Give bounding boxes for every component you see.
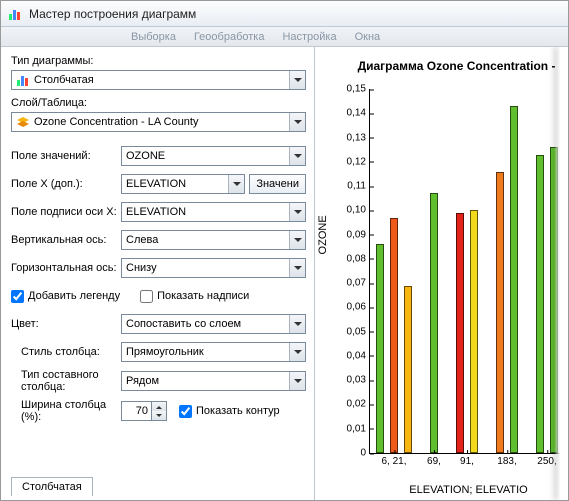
layer-table-combo[interactable]: Ozone Concentration - LA County [11, 112, 306, 132]
bar-style-label: Стиль столбца: [21, 346, 121, 358]
chevron-down-icon [289, 259, 305, 277]
torn-edge [554, 47, 568, 500]
y-tick: 0,05 [347, 326, 370, 337]
bar [404, 286, 412, 453]
chart-title: Диаграмма Ozone Concentration - [345, 59, 568, 73]
bar-chart-icon [16, 73, 30, 87]
chart-preview: Диаграмма Ozone Concentration - OZONE EL… [315, 47, 568, 500]
add-legend-checkbox[interactable]: Добавить легенду [11, 290, 120, 303]
layer-icon [16, 115, 30, 129]
y-tick: 0,03 [347, 375, 370, 386]
value-field-value: OZONE [126, 150, 165, 162]
x-tick: 91, [460, 453, 474, 467]
bar [510, 106, 518, 453]
window-title: Мастер построения диаграмм [29, 7, 196, 21]
x-tick: 6, 21, [381, 453, 406, 467]
bar [376, 244, 384, 453]
show-outline-checkbox[interactable]: Показать контур [179, 405, 280, 418]
show-labels-checkbox[interactable]: Показать надписи [140, 290, 249, 303]
y-tick: 0,14 [347, 108, 370, 119]
horiz-axis-combo[interactable]: Снизу [121, 258, 306, 278]
x-field-label: Поле X (доп.): [11, 178, 121, 190]
menu-item[interactable]: Настройка [282, 31, 336, 43]
bar [536, 155, 544, 453]
chevron-down-icon [289, 203, 305, 221]
vert-axis-label: Вертикальная ось: [11, 234, 121, 246]
layer-table-label: Слой/Таблица: [11, 97, 306, 109]
menu-item[interactable]: Окна [355, 31, 381, 43]
chevron-down-icon [289, 147, 305, 165]
x-field-value: ELEVATION [126, 178, 186, 190]
bar [496, 172, 504, 453]
titlebar[interactable]: Мастер построения диаграмм [1, 1, 568, 27]
bar-width-value: 70 [121, 401, 152, 421]
multi-type-combo[interactable]: Рядом [121, 371, 306, 391]
chart-type-value: Столбчатая [34, 74, 94, 86]
series-tab[interactable]: Столбчатая [11, 477, 93, 496]
chevron-down-icon [289, 71, 305, 89]
bar-width-label: Ширина столбца (%): [21, 399, 121, 423]
y-tick: 0,15 [347, 84, 370, 95]
x-field-combo[interactable]: ELEVATION [121, 174, 245, 194]
chevron-down-icon [289, 343, 305, 361]
chevron-down-icon [289, 113, 305, 131]
wizard-window: Мастер построения диаграмм Выборка Геооб… [0, 0, 569, 501]
bar [390, 218, 398, 453]
x-label-field-value: ELEVATION [126, 206, 186, 218]
y-tick: 0,06 [347, 302, 370, 313]
chart-type-combo[interactable]: Столбчатая [11, 70, 306, 90]
menu-item[interactable]: Геообработка [194, 31, 265, 43]
chevron-down-icon [228, 175, 244, 193]
chevron-down-icon [289, 231, 305, 249]
y-tick: 0,11 [347, 181, 370, 192]
y-tick: 0,01 [347, 423, 370, 434]
x-tick: 183, [497, 453, 516, 467]
y-axis-label: OZONE [317, 215, 329, 254]
vert-axis-combo[interactable]: Слева [121, 230, 306, 250]
bar [456, 213, 464, 453]
plot-area: 00,010,020,030,040,050,060,070,080,090,1… [369, 89, 568, 454]
x-axis-label: ELEVATION; ELEVATIO [369, 484, 568, 496]
x-tick: 69, [427, 453, 441, 467]
y-tick: 0,13 [347, 132, 370, 143]
bar-style-value: Прямоугольник [126, 346, 204, 358]
y-tick: 0,04 [347, 350, 370, 361]
x-label-field-combo[interactable]: ELEVATION [121, 202, 306, 222]
bar [430, 193, 438, 453]
chart-type-label: Тип диаграммы: [11, 55, 306, 67]
y-tick: 0,10 [347, 205, 370, 216]
bar [470, 210, 478, 453]
multi-type-label: Тип составного столбца: [21, 369, 121, 393]
y-tick: 0,08 [347, 253, 370, 264]
horiz-axis-label: Горизонтальная ось: [11, 262, 121, 274]
layer-table-value: Ozone Concentration - LA County [34, 116, 198, 128]
color-label: Цвет: [11, 318, 121, 330]
y-tick: 0,09 [347, 229, 370, 240]
color-value: Сопоставить со слоем [126, 318, 241, 330]
y-tick: 0,07 [347, 278, 370, 289]
bar-width-spinner[interactable]: 70 [121, 401, 167, 421]
y-tick: 0,02 [347, 399, 370, 410]
horiz-axis-value: Снизу [126, 262, 157, 274]
menubar: Выборка Геообработка Настройка Окна [1, 27, 568, 47]
x-field-values-button[interactable]: Значени [249, 174, 306, 194]
chevron-down-icon [289, 372, 305, 390]
chart-wizard-icon [7, 6, 23, 22]
value-field-label: Поле значений: [11, 150, 121, 162]
x-label-field-label: Поле подписи оси X: [11, 206, 121, 218]
value-field-combo[interactable]: OZONE [121, 146, 306, 166]
y-tick: 0 [360, 448, 370, 459]
bar-style-combo[interactable]: Прямоугольник [121, 342, 306, 362]
chevron-down-icon [289, 315, 305, 333]
spin-up-icon[interactable] [152, 402, 166, 411]
menu-item[interactable]: Выборка [131, 31, 176, 43]
vert-axis-value: Слева [126, 234, 158, 246]
spin-down-icon[interactable] [152, 411, 166, 420]
y-tick: 0,12 [347, 156, 370, 167]
form-pane: Тип диаграммы: Столбчатая Слой/Таблица: … [1, 47, 315, 500]
multi-type-value: Рядом [126, 375, 159, 387]
color-combo[interactable]: Сопоставить со слоем [121, 314, 306, 334]
